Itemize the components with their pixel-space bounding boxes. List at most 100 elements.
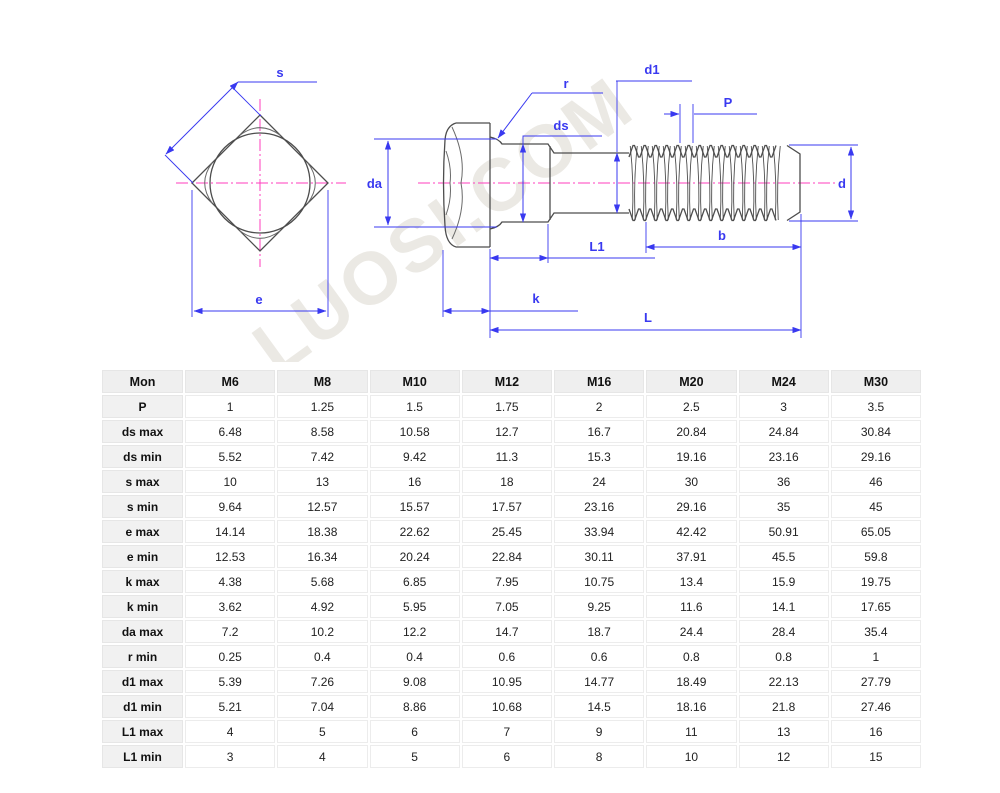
table-row: e min 12.53 16.34 20.24 22.84 30.11 37.91 45.5 5…: [102, 545, 921, 568]
spec-cell: 10.2: [277, 620, 368, 643]
b-dimension-label: b: [718, 228, 726, 243]
spec-cell: 15: [830, 745, 921, 768]
spec-cell: 14.14: [185, 520, 276, 543]
table-row: ds min 5.52 7.42 9.42 11.3 15.3 19.16 23.16 29.1…: [102, 445, 921, 468]
spec-cell: 4.38: [185, 570, 276, 593]
spec-cell: 1: [185, 395, 276, 418]
spec-cell: 5.21: [185, 695, 276, 718]
bolt-head-outline: [442, 122, 491, 248]
p-dimension-label: P: [724, 95, 733, 110]
spec-cell: 17.57: [461, 495, 552, 518]
spec-cell: 13: [277, 470, 368, 493]
column-header: M16: [554, 370, 645, 393]
spec-cell: 3.62: [185, 595, 276, 618]
spec-cell: 12: [738, 745, 829, 768]
side-view: da r ds d1 P d b: [367, 62, 858, 338]
spec-cell: 0.6: [461, 645, 552, 668]
spec-cell: 16: [830, 720, 921, 743]
spec-cell: 18.7: [554, 620, 645, 643]
column-header: Mon: [102, 370, 183, 393]
spec-cell: 1: [830, 645, 921, 668]
spec-cell: 24: [554, 470, 645, 493]
da-dimension-label: da: [367, 176, 383, 191]
table-row: L1 max 4 5 6 7 9 11 13 16: [102, 720, 921, 743]
spec-cell: 2.5: [646, 395, 737, 418]
row-label: k min: [102, 595, 183, 618]
square-outline: [191, 114, 329, 252]
spec-cell: 36: [738, 470, 829, 493]
spec-cell: 10: [185, 470, 276, 493]
spec-cell: 1.75: [461, 395, 552, 418]
row-label: da max: [102, 620, 183, 643]
spec-cell: 10.68: [461, 695, 552, 718]
spec-cell: 5: [277, 720, 368, 743]
spec-cell: 5.68: [277, 570, 368, 593]
table-row: e max 14.14 18.38 22.62 25.45 33.94 42.42 50.91…: [102, 520, 921, 543]
p-tick-lines: [679, 104, 757, 143]
spec-cell: 10: [646, 745, 737, 768]
spec-cell: 13.4: [646, 570, 737, 593]
spec-cell: 0.4: [369, 645, 460, 668]
table-row: d1 min 5.21 7.04 8.86 10.68 14.5 18.16 21.8 27.4…: [102, 695, 921, 718]
spec-cell: 18.38: [277, 520, 368, 543]
technical-drawing: LUOSI.COM s e: [164, 61, 858, 362]
spec-cell: 3: [738, 395, 829, 418]
spec-cell: 10.58: [369, 420, 460, 443]
spec-cell: 3: [185, 745, 276, 768]
spec-cell: 4: [185, 720, 276, 743]
spec-cell: 27.46: [830, 695, 921, 718]
spec-cell: 8.86: [369, 695, 460, 718]
spec-cell: 45.5: [738, 545, 829, 568]
shared-extension-lines: [442, 214, 802, 338]
spec-cell: 16.7: [554, 420, 645, 443]
spec-cell: 8: [554, 745, 645, 768]
spec-cell: 4.92: [277, 595, 368, 618]
spec-cell: 23.16: [738, 445, 829, 468]
header-row: Mon M6 M8 M10 M12 M16 M20 M24 M30: [102, 370, 921, 393]
spec-cell: 5.52: [185, 445, 276, 468]
row-label: e max: [102, 520, 183, 543]
spec-cell: 20.24: [369, 545, 460, 568]
table-row: k max 4.38 5.68 6.85 7.95 10.75 13.4 15.9 19.75: [102, 570, 921, 593]
table-row: k min 3.62 4.92 5.95 7.05 9.25 11.6 14.1 17.65: [102, 595, 921, 618]
spec-cell: 14.77: [554, 670, 645, 693]
spec-cell: 7.2: [185, 620, 276, 643]
spec-cell: 5: [369, 745, 460, 768]
spec-cell: 18: [461, 470, 552, 493]
spec-cell: 23.16: [554, 495, 645, 518]
column-header: M24: [738, 370, 829, 393]
spec-table-container: Mon M6 M8 M10 M12 M16 M20 M24 M30 P 1 1.25 1.5 1.75 2…: [100, 368, 923, 770]
row-label: L1 min: [102, 745, 183, 768]
spec-cell: 5.95: [369, 595, 460, 618]
spec-table-head: Mon M6 M8 M10 M12 M16 M20 M24 M30: [102, 370, 921, 393]
spec-cell: 7.05: [461, 595, 552, 618]
spec-cell: 0.4: [277, 645, 368, 668]
spec-cell: 30.11: [554, 545, 645, 568]
spec-cell: 21.8: [738, 695, 829, 718]
spec-cell: 15.9: [738, 570, 829, 593]
spec-cell: 1.25: [277, 395, 368, 418]
spec-cell: 13: [738, 720, 829, 743]
row-label: d1 min: [102, 695, 183, 718]
spec-cell: 25.45: [461, 520, 552, 543]
spec-cell: 12.2: [369, 620, 460, 643]
spec-cell: 7: [461, 720, 552, 743]
table-row: s min 9.64 12.57 15.57 17.57 23.16 29.16 35 45: [102, 495, 921, 518]
spec-cell: 11.6: [646, 595, 737, 618]
row-label: r min: [102, 645, 183, 668]
spec-cell: 15.3: [554, 445, 645, 468]
l1-dimension-label: L1: [589, 239, 604, 254]
spec-cell: 11: [646, 720, 737, 743]
spec-cell: 29.16: [646, 495, 737, 518]
table-row: r min 0.25 0.4 0.4 0.6 0.6 0.8 0.8 1: [102, 645, 921, 668]
e-dimension-label: e: [255, 292, 262, 307]
spec-cell: 10.75: [554, 570, 645, 593]
bolt-tip-chamfer: [786, 144, 801, 222]
spec-cell: 19.75: [830, 570, 921, 593]
spec-cell: 8.58: [277, 420, 368, 443]
spec-cell: 16: [369, 470, 460, 493]
spec-cell: 46: [830, 470, 921, 493]
spec-cell: 14.1: [738, 595, 829, 618]
spec-cell: 37.91: [646, 545, 737, 568]
